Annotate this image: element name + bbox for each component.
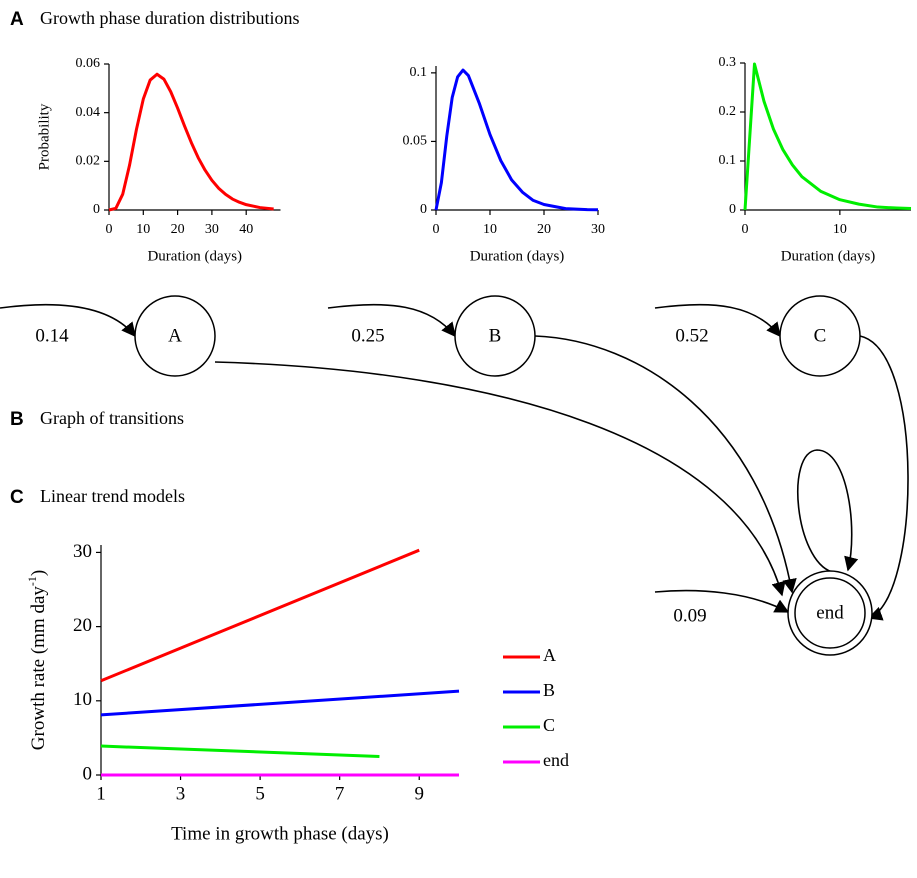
x-tick-label: 10 — [136, 222, 150, 237]
panel-title: Growth phase duration distributions — [40, 8, 299, 28]
y-tick-label: 0.2 — [719, 104, 737, 119]
node-inner — [794, 577, 866, 649]
y-tick-label: 20 — [73, 615, 92, 636]
node — [779, 295, 861, 377]
line — [100, 548, 420, 683]
entry-probability: 0.09 — [673, 605, 706, 626]
y-axis-label-part: -1 — [25, 576, 39, 586]
y-tick-label: 0 — [83, 763, 93, 784]
x-axis-label: Duration (days) — [147, 248, 242, 264]
entry-edge — [0, 303, 136, 338]
legend-label: C — [543, 715, 555, 735]
y-tick-label: 0 — [420, 202, 427, 217]
line — [108, 72, 274, 212]
x-axis-label: Duration (days) — [781, 248, 876, 264]
x-tick-label: 5 — [255, 783, 265, 804]
y-tick-label: 0.1 — [719, 153, 737, 168]
node — [134, 295, 216, 377]
x-tick-label: 9 — [414, 783, 424, 804]
x-tick-label: 1 — [96, 783, 106, 804]
x-tick-label: 10 — [483, 222, 497, 237]
line — [434, 68, 599, 212]
legend-label: end — [543, 750, 569, 770]
legend-label: B — [543, 680, 555, 700]
panel-letter: C — [10, 487, 24, 508]
y-tick-label: 30 — [73, 541, 92, 562]
y-tick-label: 0.3 — [719, 55, 737, 70]
y-tick-label: 0.1 — [410, 65, 428, 80]
node-label: A — [168, 325, 182, 346]
x-tick-label: 3 — [176, 783, 186, 804]
x-axis-label: Duration (days) — [470, 248, 565, 264]
node-label: C — [814, 325, 827, 346]
y-tick-label: 0.06 — [76, 56, 101, 71]
panel-title: Graph of transitions — [40, 408, 184, 428]
x-tick-label: 40 — [239, 222, 253, 237]
y-tick-label: 0 — [93, 202, 100, 217]
line — [100, 744, 380, 758]
y-axis-label-part: ) — [28, 570, 49, 576]
y-tick-label: 0.05 — [403, 134, 428, 149]
y-tick-label: 0.02 — [76, 154, 101, 169]
x-axis-label: Time in growth phase (days) — [171, 823, 389, 844]
panel-letter: A — [10, 9, 24, 30]
legend-label: A — [543, 645, 556, 665]
y-tick-label: 10 — [73, 689, 92, 710]
panel-letter: B — [10, 409, 24, 430]
x-tick-label: 7 — [335, 783, 345, 804]
x-tick-label: 0 — [742, 222, 749, 237]
entry-probability: 0.52 — [675, 325, 708, 346]
self-loop — [797, 449, 859, 573]
line — [743, 62, 912, 211]
y-tick-label: 0.04 — [76, 105, 101, 120]
line — [100, 689, 460, 717]
transition-graph: A B C end 0.14 0.25 0.52 0.09 — [0, 295, 909, 656]
y-axis-label: Growth rate (mm day-1) — [25, 570, 50, 750]
x-tick-label: 0 — [106, 222, 113, 237]
edge — [859, 335, 909, 621]
node-label: end — [816, 602, 844, 623]
node-label: B — [489, 325, 502, 346]
entry-probability: 0.25 — [351, 325, 384, 346]
entry-edge — [654, 303, 781, 338]
x-tick-label: 0 — [433, 222, 440, 237]
y-axis-label: Probability — [36, 103, 52, 170]
y-axis-label-part: Growth rate (mm day — [28, 586, 49, 751]
entry-edge — [654, 589, 790, 613]
x-tick-label: 20 — [171, 222, 185, 237]
x-tick-label: 10 — [833, 222, 847, 237]
x-tick-label: 30 — [591, 222, 605, 237]
node — [454, 295, 536, 377]
x-tick-label: 20 — [537, 222, 551, 237]
edge — [214, 361, 786, 597]
entry-probability: 0.14 — [35, 325, 69, 346]
entry-edge — [327, 303, 456, 338]
y-tick-label: 0 — [729, 202, 736, 217]
panel-title: Linear trend models — [40, 486, 185, 506]
edge — [534, 335, 797, 594]
x-tick-label: 30 — [205, 222, 219, 237]
